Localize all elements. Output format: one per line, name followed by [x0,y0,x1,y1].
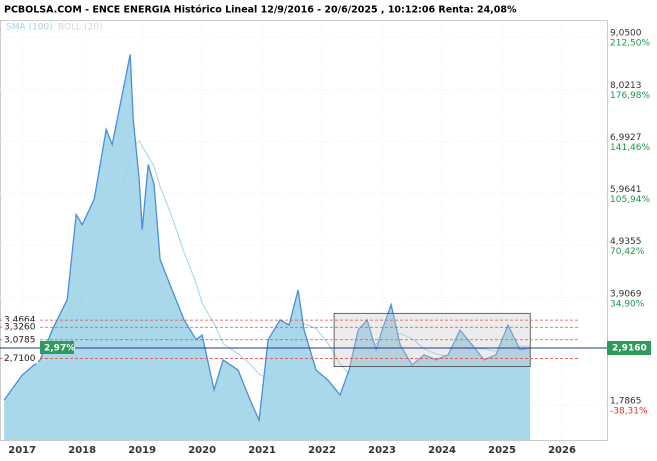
sma-line [51,140,531,380]
level-label: 3,4664 [4,316,36,326]
level-label-bg [2,333,38,345]
level-label-bg [2,352,38,364]
y2-tick-label: 176,98% [610,91,650,101]
y2-tick-label: 105,94% [610,195,650,205]
y-tick-label: 8,0213 [610,81,642,91]
y2-tick-label: 70,42% [610,247,645,257]
y-tick-label: 9,0500 [610,29,642,39]
level-label: 2,7100 [4,354,36,364]
change-badge-box [40,340,74,354]
level-label-bg [2,321,38,333]
x-tick-label: 2023 [368,445,396,456]
x-tick-label: 2022 [308,445,336,456]
x-tick-label: 2018 [68,445,96,456]
y2-tick-label: 141,46% [610,143,650,153]
level-label: 3,3260 [4,323,36,333]
level-label: 3,0785 [4,335,36,345]
y2-tick-label: -38,31% [610,407,648,417]
legend-entry: SMA (100) [6,23,53,33]
change-badge: 2,97% [44,343,75,353]
y-tick-label: 3,9069 [610,289,642,299]
x-tick-label: 2019 [128,445,156,456]
level-label-bg [2,314,38,326]
x-tick-label: 2025 [488,445,516,456]
y-tick-label: 6,9927 [610,133,642,143]
y-tick-label: 4,9355 [610,237,642,247]
price-line [3,54,531,423]
y-tick-label: 5,9641 [610,185,642,195]
y2-tick-label: 34,90% [610,299,645,309]
plot-frame [0,20,608,441]
last-price-box [607,340,651,355]
x-tick-label: 2024 [428,445,456,456]
chart-title: PCBOLSA.COM - ENCE ENERGIA Histórico Lin… [4,5,517,16]
x-tick-label: 2017 [8,445,36,456]
legend-entry: BOLL (20) [58,23,102,33]
y2-tick-label: 212,50% [610,39,650,49]
last-price-label: 2,9160 [612,343,647,353]
y-tick-label: 1,7865 [610,397,642,407]
x-tick-label: 2021 [248,445,276,456]
x-tick-label: 2026 [548,445,576,456]
x-tick-label: 2020 [188,445,216,456]
